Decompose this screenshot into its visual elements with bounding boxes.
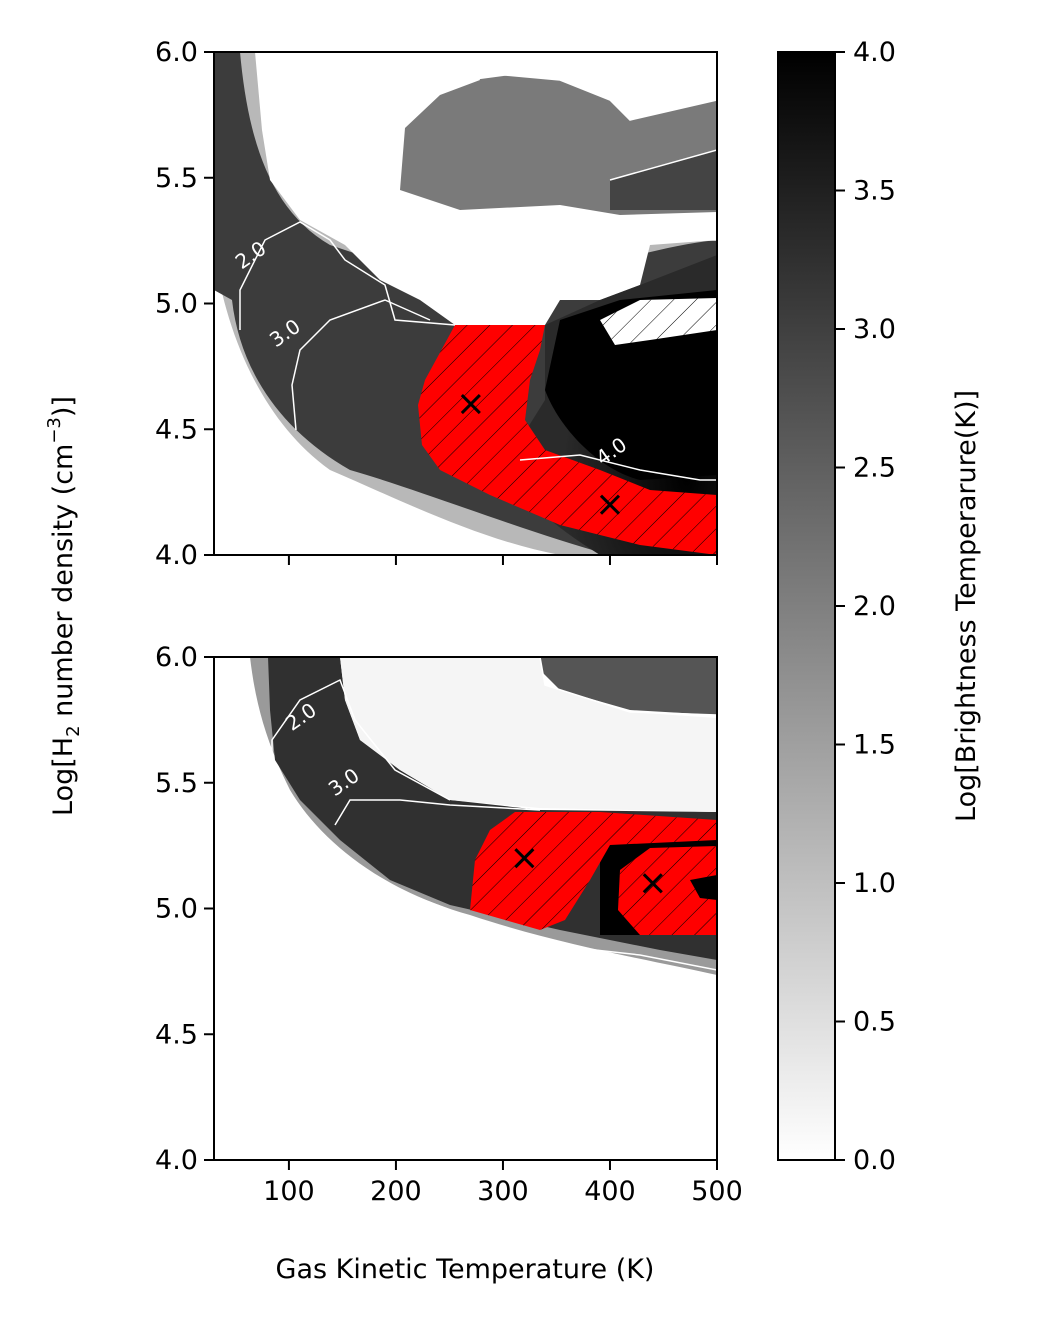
- y-tick-label: 5.5: [155, 163, 198, 194]
- bottom-y-axis: 4.0 4.5 5.0 5.5 6.0: [155, 642, 214, 1176]
- contour-line-4-top: [519, 454, 717, 481]
- colorbar-tick-label: 3.0: [853, 314, 896, 345]
- top-x-axis: [287, 555, 718, 565]
- x-tick-label: 200: [370, 1176, 422, 1207]
- top-panel: 2.03.04.0 4.04.55.05.56.0: [155, 37, 718, 571]
- colorbar-tick-label: 1.0: [853, 868, 896, 899]
- x-tick-label: 100: [263, 1176, 315, 1207]
- contour-line-3-bottom: [334, 799, 541, 826]
- colorbar-gradient: [777, 51, 836, 1161]
- y-axis-label: Log[H2 number density (cm−3)]: [44, 396, 84, 816]
- y-tick-label: 4.0: [155, 540, 198, 571]
- top-heatmap: [214, 52, 717, 555]
- y-tick-label: 4.0: [155, 1145, 198, 1176]
- contour-line-2-bottom: [271, 678, 451, 801]
- top-markers: [460, 394, 621, 515]
- colorbar-tick-label: 1.5: [853, 730, 896, 761]
- colorbar: 0.0 0.5 1.0 1.5 2.0 2.5 3.0 3.5 4.0 Log[Brightne…: [777, 37, 982, 1176]
- best-fit-marker: [642, 873, 663, 894]
- best-fit-marker: [460, 394, 481, 415]
- bottom-heatmap: [214, 657, 717, 1160]
- contour-line-3-top: [291, 299, 431, 431]
- bottom-x-axis: 100 200 300 400 500: [263, 1160, 743, 1207]
- y-tick-label: 6.0: [155, 37, 198, 68]
- colorbar-ticks: 0.0 0.5 1.0 1.5 2.0 2.5 3.0 3.5 4.0: [835, 37, 896, 1176]
- y-tick-label: 4.5: [155, 414, 198, 445]
- x-axis-label: Gas Kinetic Temperature (K): [276, 1254, 655, 1285]
- colorbar-tick-label: 2.0: [853, 591, 896, 622]
- colorbar-tick-label: 4.0: [853, 37, 896, 68]
- best-fit-marker: [599, 494, 621, 515]
- y-tick-label: 5.0: [155, 894, 198, 925]
- x-tick-label: 300: [477, 1176, 529, 1207]
- colorbar-tick-label: 3.5: [853, 176, 896, 207]
- best-fit-marker: [514, 848, 535, 869]
- x-tick-label: 500: [691, 1176, 743, 1207]
- bottom-panel: 2.03.0 4.04.55.05.56.0 100 200 300 400 500: [155, 642, 743, 1207]
- colorbar-tick-label: 0.5: [853, 1007, 896, 1038]
- y-tick-label: 6.0: [155, 642, 198, 673]
- colorbar-tick-label: 2.5: [853, 453, 896, 484]
- y-tick-label: 5.5: [155, 768, 198, 799]
- x-tick-label: 400: [584, 1176, 636, 1207]
- colorbar-tick-label: 0.0: [853, 1145, 896, 1176]
- y-tick-label: 4.5: [155, 1019, 198, 1050]
- y-tick-label: 5.0: [155, 289, 198, 320]
- colorbar-label: Log[Brightness Temperarure(K)]: [951, 390, 982, 822]
- bottom-markers: [514, 848, 663, 894]
- top-y-axis: 4.0 4.5 5.0 5.5 6.0: [155, 37, 214, 571]
